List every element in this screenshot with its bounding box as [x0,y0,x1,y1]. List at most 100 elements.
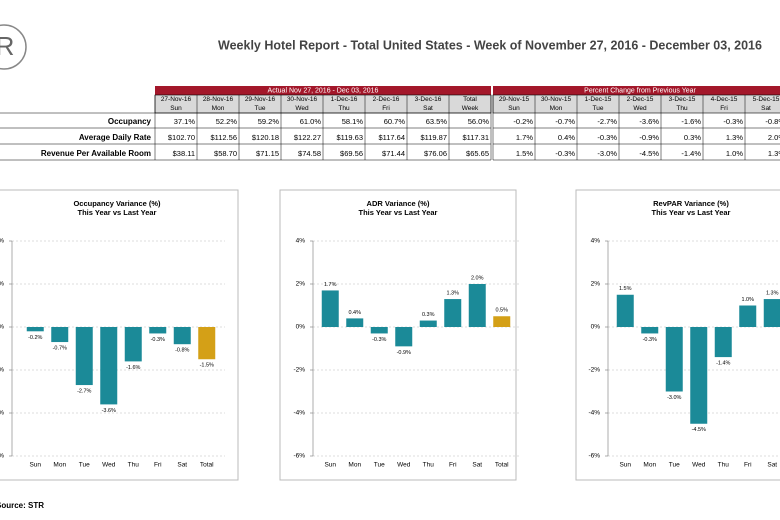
chart-frame [575,189,780,481]
value-label: -0.8% [175,348,189,354]
bar [493,316,511,327]
cell: 61.0% [300,117,322,126]
cell: $120.18 [252,133,279,142]
value-label: -0.9% [397,350,411,356]
cell: -0.8% [765,117,780,126]
value-label: -2.7% [77,389,91,395]
bar [75,327,93,386]
cell: $119.63 [336,133,363,142]
x-tick-label: Tue [79,462,90,469]
cell: $38.11 [173,149,195,158]
value-label: -1.6% [126,365,140,371]
day-header: Thu [338,105,350,112]
bar [419,320,437,327]
value-label: 0.5% [495,308,508,314]
cell: $71.44 [382,149,405,158]
bar [714,327,732,358]
y-tick-label: 0% [0,324,4,331]
value-label: -3.0% [667,395,681,401]
value-label: 0.4% [348,310,361,316]
bar [395,327,413,347]
cell: $58.70 [214,149,237,158]
value-label: 2.0% [471,275,484,281]
y-tick-label: -2% [0,367,4,374]
x-tick-label: Tue [669,462,680,469]
y-tick-label: 0% [296,324,306,331]
group-header: Actual Nov 27, 2016 - Dec 03, 2016 [268,87,379,94]
report-title: Weekly Hotel Report - Total United State… [218,38,762,52]
cell: $71.15 [256,149,279,158]
y-tick-label: -4% [0,410,4,417]
cell: 1.0% [726,149,743,158]
bar [173,327,191,345]
cell: $102.70 [168,133,195,142]
y-tick-label: 2% [296,281,306,288]
date-header: 5-Dec-15 [753,96,780,103]
date-header: 2-Dec-16 [373,96,400,103]
cell: -0.3% [723,117,743,126]
bar [198,327,216,360]
x-tick-label: Sun [324,462,336,469]
cell: 59.2% [258,117,280,126]
value-label: -0.2% [28,335,42,341]
cell: 1.7% [516,133,533,142]
chart-title: RevPAR Variance (%) [653,199,729,208]
y-tick-label: 4% [0,238,4,245]
date-header: 29-Nov-15 [499,96,530,103]
day-header: Sat [761,105,771,112]
bar [149,327,167,334]
cell: 2.0% [768,133,780,142]
bar [51,327,69,343]
bar [100,327,118,405]
date-header: 27-Nov-16 [161,96,192,103]
y-tick-label: -6% [293,453,305,460]
day-header: Mon [550,105,563,112]
chart-title: ADR Variance (%) [367,199,430,208]
bar [763,299,780,327]
cell: 63.5% [426,117,448,126]
cell: 1.5% [516,149,533,158]
cell: $112.56 [210,133,237,142]
bar [468,284,486,327]
source: Source: STR [0,501,44,510]
x-tick-label: Mon [348,462,361,469]
cell: $117.31 [462,133,489,142]
day-header: Sun [170,105,182,112]
value-label: 1.3% [766,291,779,297]
cell: $117.64 [378,133,405,142]
cell: 1.3% [768,149,780,158]
row-label: Occupancy [108,117,152,126]
group-header-bg [155,86,491,95]
date-header: Total [463,96,477,103]
cell: $74.58 [298,149,321,158]
cell: 37.1% [174,117,196,126]
cell: -0.7% [555,117,575,126]
y-tick-label: 4% [296,238,306,245]
date-header: 29-Nov-16 [245,96,276,103]
x-tick-label: Sun [619,462,631,469]
cell: -3.6% [639,117,659,126]
day-header: Tue [593,105,604,112]
y-tick-label: -2% [588,367,600,374]
bar [124,327,142,362]
row-label: Revenue Per Available Room [41,149,151,158]
value-label: -0.3% [151,337,165,343]
y-tick-label: -2% [293,367,305,374]
bar [665,327,683,392]
cell: $122.27 [294,133,321,142]
value-label: 1.5% [619,286,632,292]
x-tick-label: Wed [692,462,706,469]
x-tick-label: Total [495,462,509,469]
date-header: 1-Dec-15 [585,96,612,103]
bar [321,290,339,327]
day-header: Sun [508,105,520,112]
chart-title: Occupancy Variance (%) [73,199,161,208]
y-tick-label: -6% [588,453,600,460]
cell: 56.0% [468,117,490,126]
x-tick-label: Thu [718,462,730,469]
bar [616,294,634,327]
cell: 52.2% [216,117,238,126]
x-tick-label: Fri [449,462,457,469]
row-label: Average Daily Rate [79,133,152,142]
cell: -1.4% [681,149,701,158]
